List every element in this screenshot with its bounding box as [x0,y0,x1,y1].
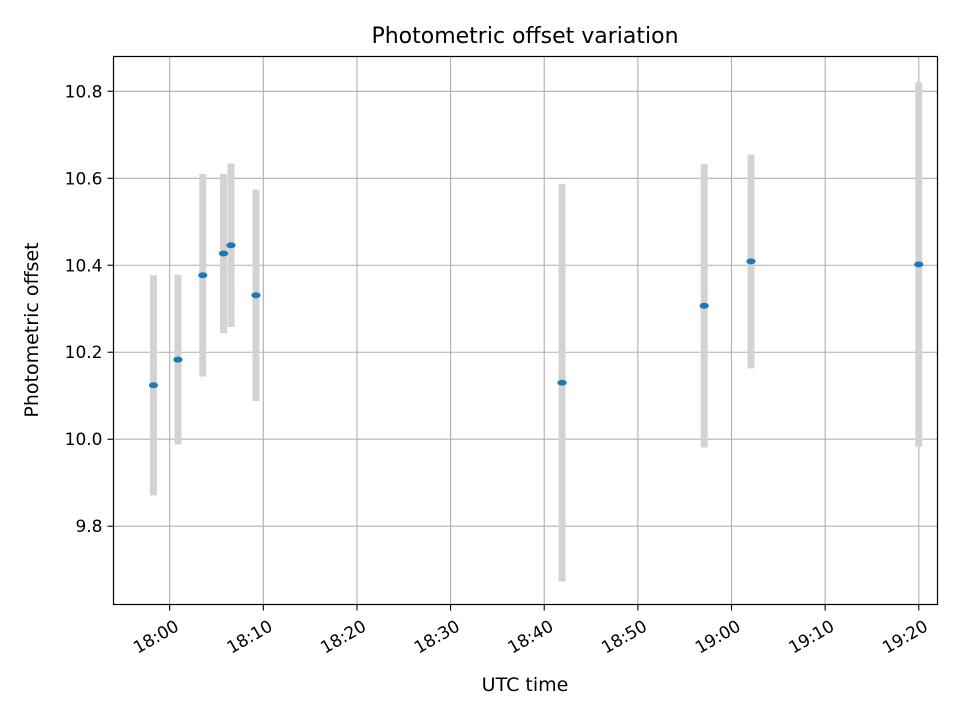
y-tick-label: 9.8 [75,517,102,537]
data-point [148,382,159,389]
y-tick-label: 10.0 [65,430,103,450]
chart-title: Photometric offset variation [371,24,678,49]
y-tick-label: 10.4 [65,256,103,276]
y-tick-label: 10.8 [65,82,103,102]
data-point [557,379,567,386]
data-point [251,292,261,299]
data-point [746,258,756,265]
data-point [226,242,236,249]
data-point [914,261,924,268]
y-tick-label: 10.6 [65,169,103,189]
data-point [699,302,709,309]
y-axis-label: Photometric offset [21,242,43,417]
y-tick-label: 10.2 [65,343,103,363]
data-point [173,356,183,363]
x-axis-label: UTC time [482,674,569,696]
data-point [198,272,208,279]
grid [113,56,938,605]
data-points [148,242,924,389]
data-point [218,250,229,257]
plot-frame [112,55,939,606]
